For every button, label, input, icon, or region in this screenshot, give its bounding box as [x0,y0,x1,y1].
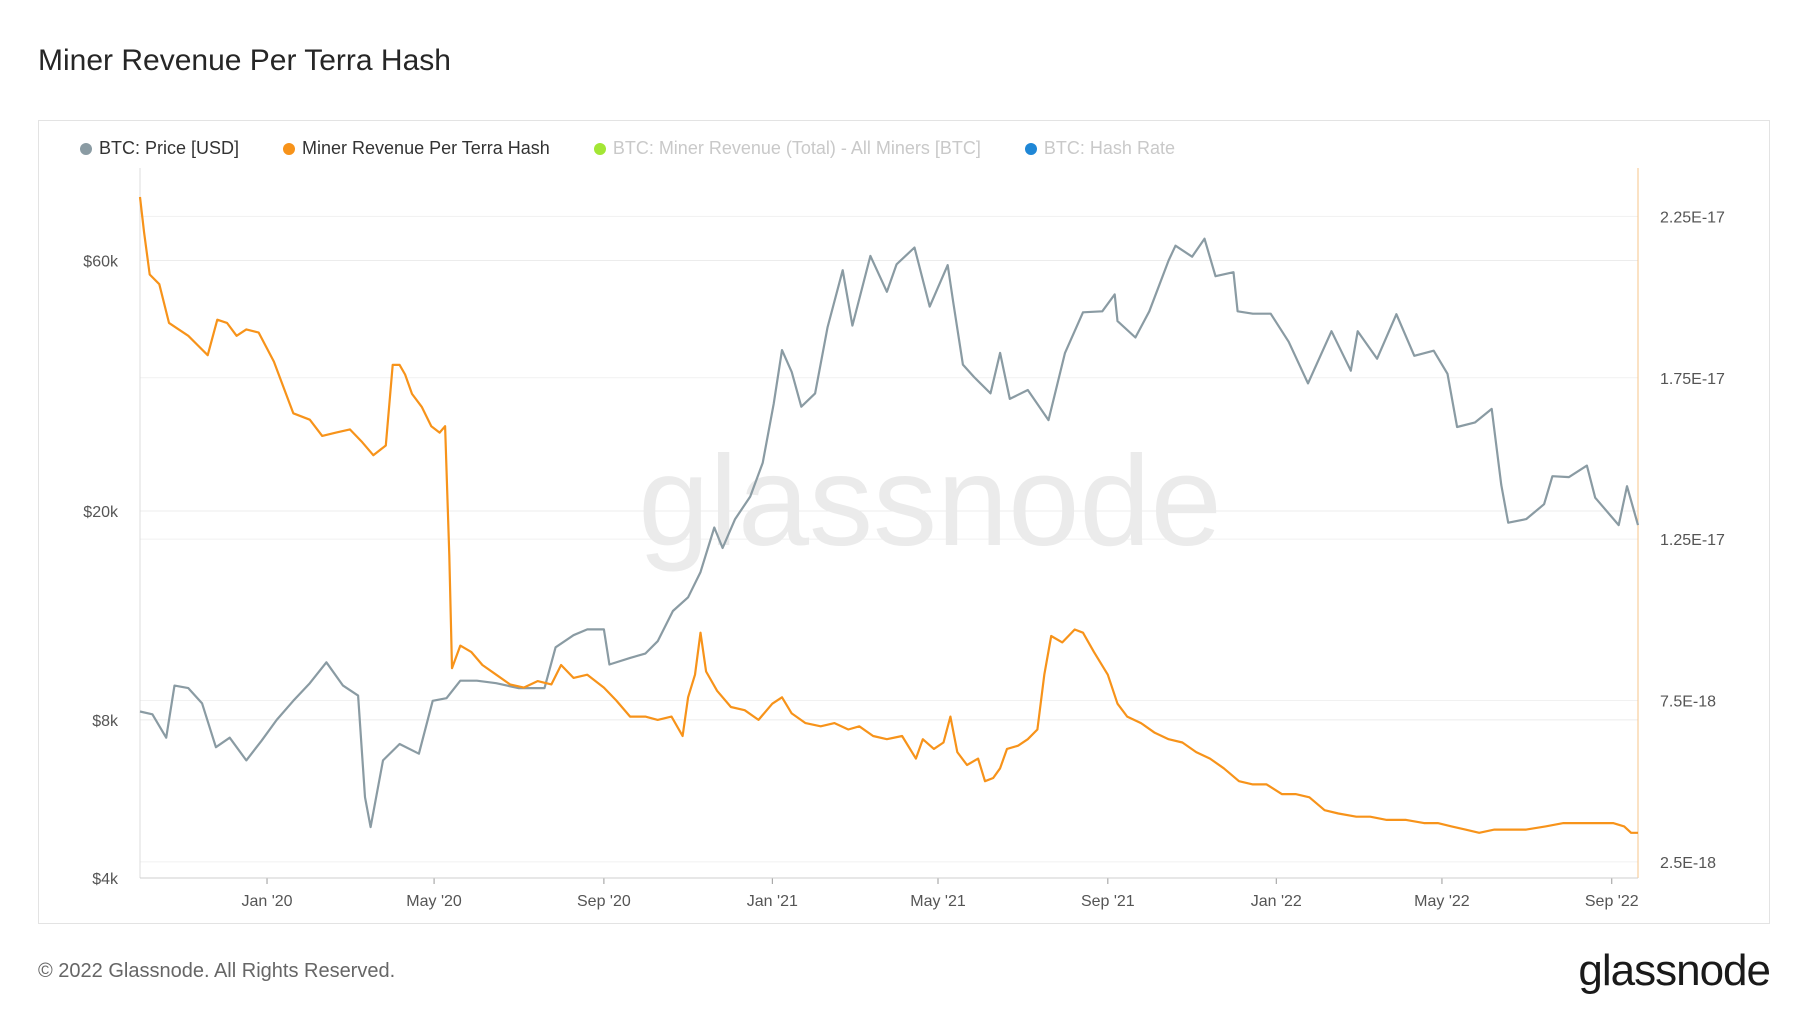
legend-item-price[interactable]: BTC: Price [USD] [80,138,239,159]
series-layer [138,196,1640,834]
legend-item-revenue-per-th[interactable]: Miner Revenue Per Terra Hash [283,138,550,159]
x-tick-label: Sep '20 [577,893,631,910]
legend-label-hash-rate: BTC: Hash Rate [1043,138,1175,158]
legend-label-miner-revenue-total: BTC: Miner Revenue (Total) - All Miners … [612,138,981,158]
footer-copyright: © 2022 Glassnode. All Rights Reserved. [38,960,396,982]
right-tick-label: 2.5E-18 [1660,855,1716,872]
legend-dot-miner-revenue-total [593,142,606,155]
price-line [139,237,1640,829]
right-tick-label: 2.25E-17 [1660,209,1725,226]
page-title: Miner Revenue Per Terra Hash [38,44,451,77]
legend-item-miner-revenue-total[interactable]: BTC: Miner Revenue (Total) - All Miners … [593,138,981,159]
left-tick-label: $8k [92,713,119,730]
legend-label-price: BTC: Price [USD] [99,138,240,158]
right-tick-label: 1.25E-17 [1660,532,1725,549]
right-tick-label: 7.5E-18 [1660,694,1716,711]
x-tick-label: Jan '22 [1251,893,1302,910]
right-tick-label: 1.75E-17 [1660,371,1725,388]
x-tick-label: Sep '21 [1081,893,1135,910]
watermark: glassnode [638,430,1222,573]
left-tick-label: $20k [83,504,119,521]
left-tick-label: $60k [83,253,119,270]
x-tick-label: Sep '22 [1585,893,1639,910]
tick-labels: $4k $8k $20k $60k 2.5E-18 7.5E-18 1.25E-17 1.75… [83,209,1725,910]
glassnode-logo[interactable]: glassnode [1578,946,1771,995]
legend-dot-revenue-per-th [283,142,296,155]
x-tick-label: May '20 [406,893,462,910]
revenue-per-th-line [138,196,1638,834]
chart-frame [38,120,1770,924]
left-tick-label: $4k [92,871,119,888]
x-tick-label: May '21 [910,893,966,910]
x-tick-label: Jan '21 [747,893,798,910]
legend-dot-price [80,142,92,155]
legend-label-revenue-per-th: Miner Revenue Per Terra Hash [302,138,550,158]
x-tick-label: May '22 [1414,893,1470,910]
legend-item-hash-rate[interactable]: BTC: Hash Rate [1024,138,1175,159]
x-tick-label: Jan '20 [241,893,292,910]
legend-dot-hash-rate [1024,142,1037,155]
chart-legend: BTC: Price [USD] Miner Revenue Per Terra… [80,138,1219,159]
